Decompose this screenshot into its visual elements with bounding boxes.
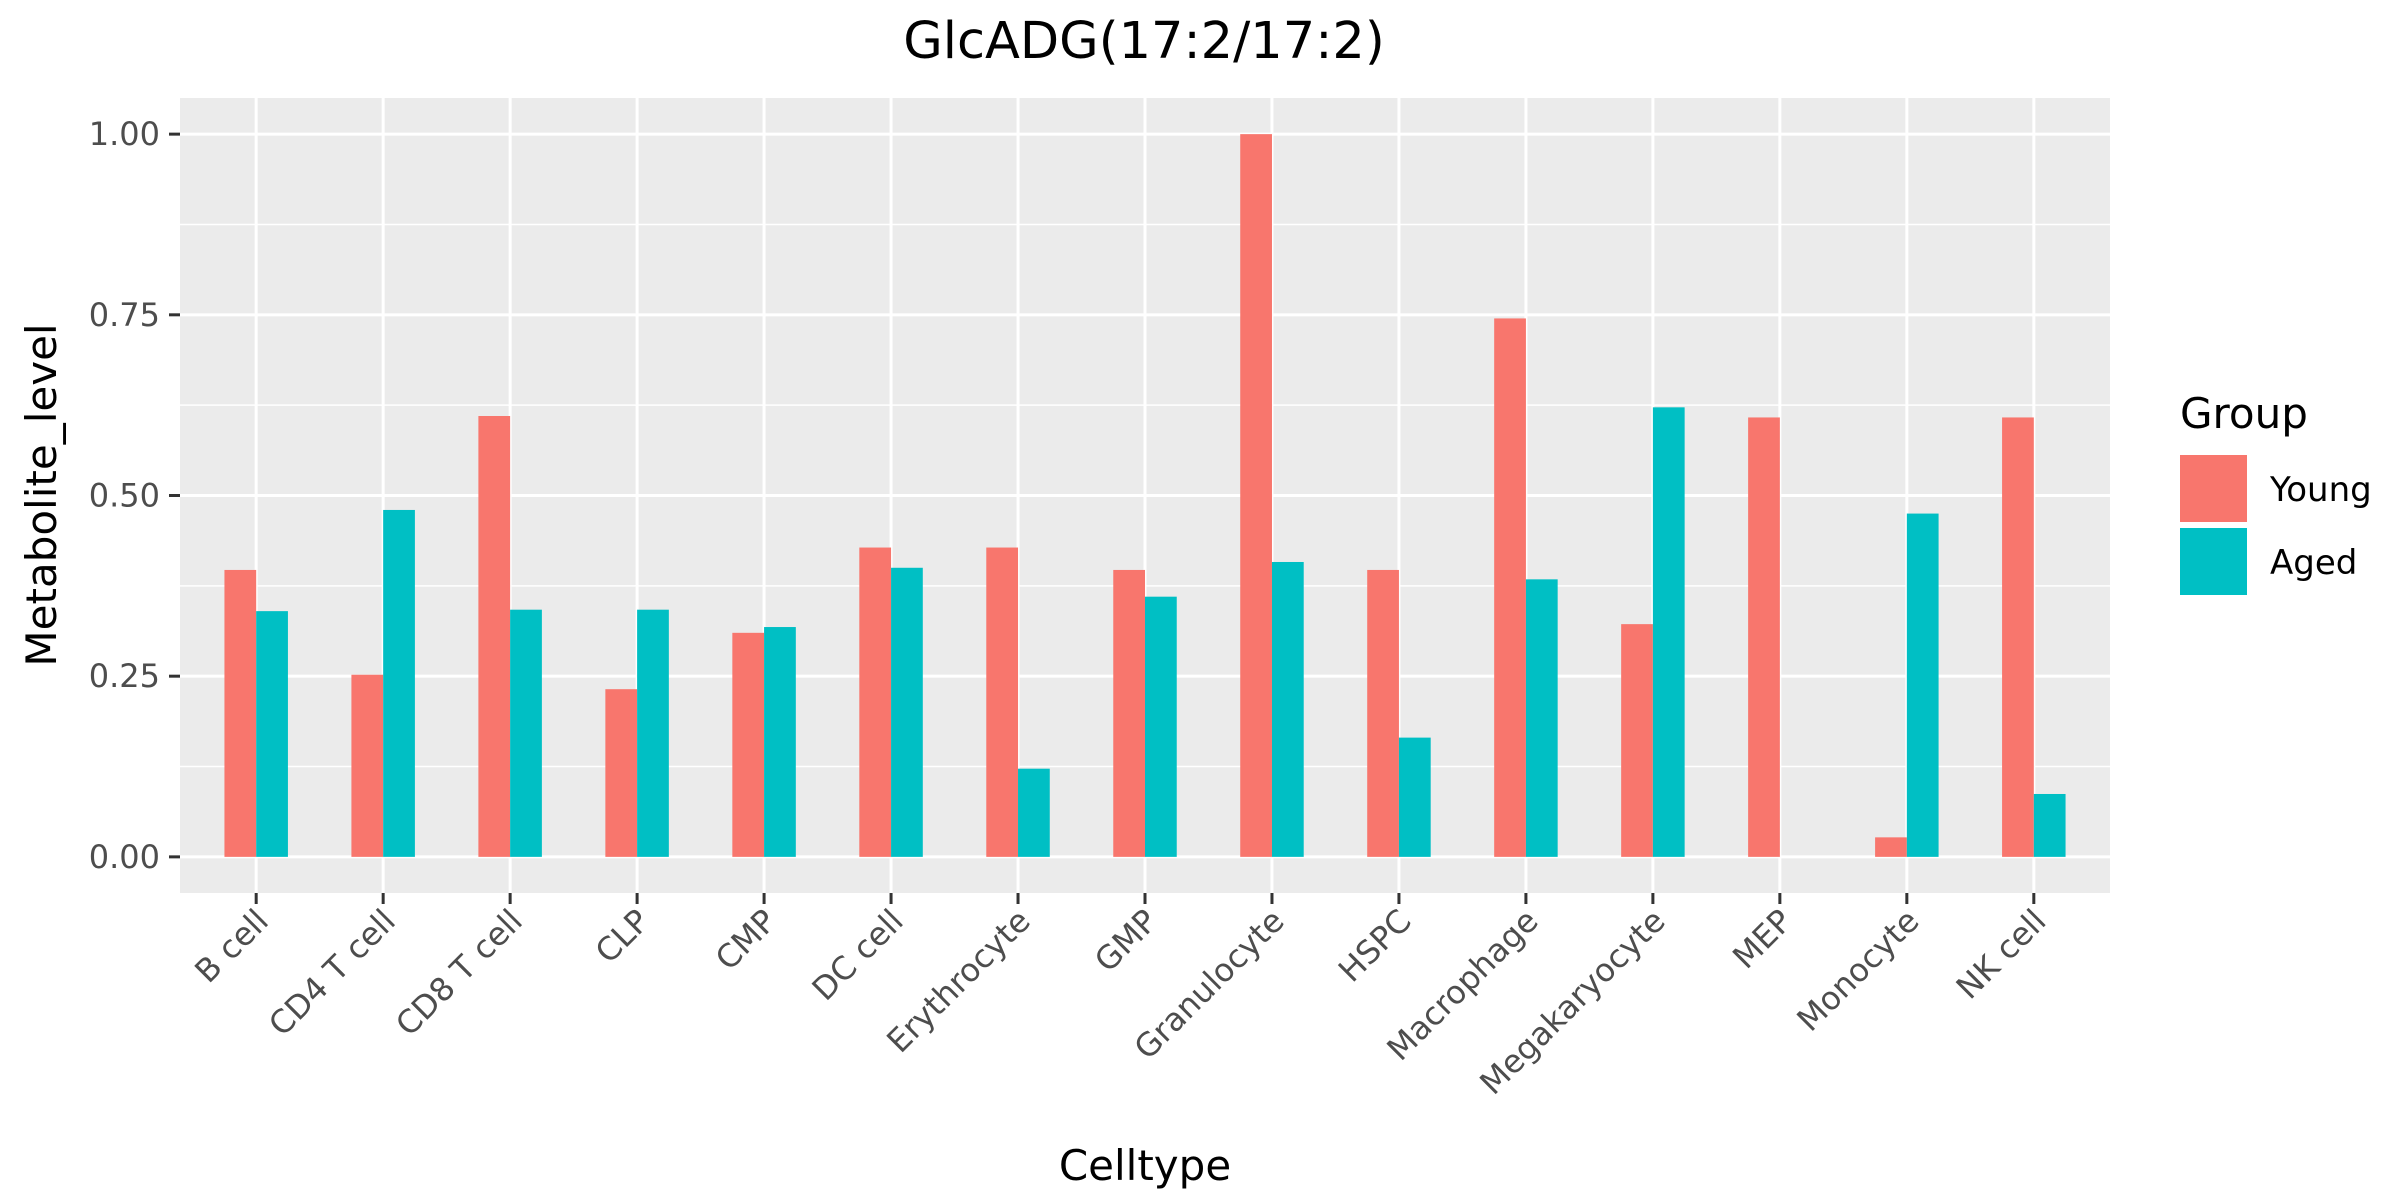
bar-young [1113, 569, 1145, 857]
y-axis-title: Metabolite_level [17, 323, 66, 666]
x-tick-label: Monocyte [1789, 902, 1926, 1039]
legend: Group Young Aged [2180, 389, 2372, 595]
y-tick-label: 0.75 [89, 296, 160, 334]
y-tick-label: 1.00 [89, 115, 160, 153]
bar-aged [1271, 561, 1304, 857]
bar-young [986, 547, 1019, 857]
bar-young [1875, 837, 1907, 857]
bar-young [1494, 318, 1526, 857]
x-tick-label: CD4 T cell [261, 902, 403, 1044]
bar-aged [1398, 737, 1431, 857]
bar-aged [1652, 407, 1685, 857]
bar-young [1748, 417, 1780, 857]
bar-young [1621, 624, 1653, 857]
bar-aged [764, 627, 796, 857]
bar-aged [1525, 579, 1558, 857]
y-axis: 0.00 0.25 0.50 0.75 1.00 [89, 115, 180, 876]
bar-aged [1018, 768, 1050, 857]
legend-swatch-young [2180, 455, 2247, 522]
bar-young [859, 547, 892, 857]
bar-aged [256, 611, 288, 857]
legend-title: Group [2180, 389, 2308, 438]
x-tick-label: NK cell [1949, 902, 2054, 1007]
chart-title: GlcADG(17:2/17:2) [903, 12, 1384, 71]
bar-aged [510, 609, 542, 857]
bar-young [351, 674, 384, 857]
y-tick-label: 0.00 [89, 838, 160, 876]
bar-aged [1145, 596, 1177, 857]
x-axis-title: Celltype [1059, 1141, 1231, 1190]
bar-aged [383, 509, 415, 857]
bars [224, 134, 2066, 857]
legend-items: Young Aged [2180, 455, 2372, 595]
x-tick-label: MEP [1725, 902, 1799, 976]
bar-young [2002, 417, 2034, 857]
bar-young [1367, 569, 1399, 857]
x-tick-label: HSPC [1331, 902, 1419, 990]
legend-swatch-aged [2180, 528, 2247, 595]
y-tick-label: 0.50 [89, 477, 160, 515]
y-tick-label: 0.25 [89, 657, 160, 695]
x-tick-label: B cell [187, 902, 276, 991]
bar-young [478, 416, 511, 857]
x-tick-label: DC cell [804, 902, 910, 1008]
bar-young [1240, 134, 1272, 857]
bar-aged [891, 567, 923, 857]
legend-label-aged: Aged [2270, 543, 2357, 583]
bar-aged [2033, 793, 2066, 857]
x-tick-label: CLP [588, 902, 657, 971]
legend-label-young: Young [2269, 470, 2372, 510]
bar-aged [637, 609, 669, 857]
bar-aged [1906, 513, 1939, 857]
bar-young [224, 569, 257, 857]
x-tick-label: CD8 T cell [388, 902, 530, 1044]
bar-young [732, 632, 765, 857]
x-tick-label: GMP [1087, 902, 1165, 980]
x-tick-label: CMP [708, 902, 784, 978]
bar-young [605, 689, 638, 857]
